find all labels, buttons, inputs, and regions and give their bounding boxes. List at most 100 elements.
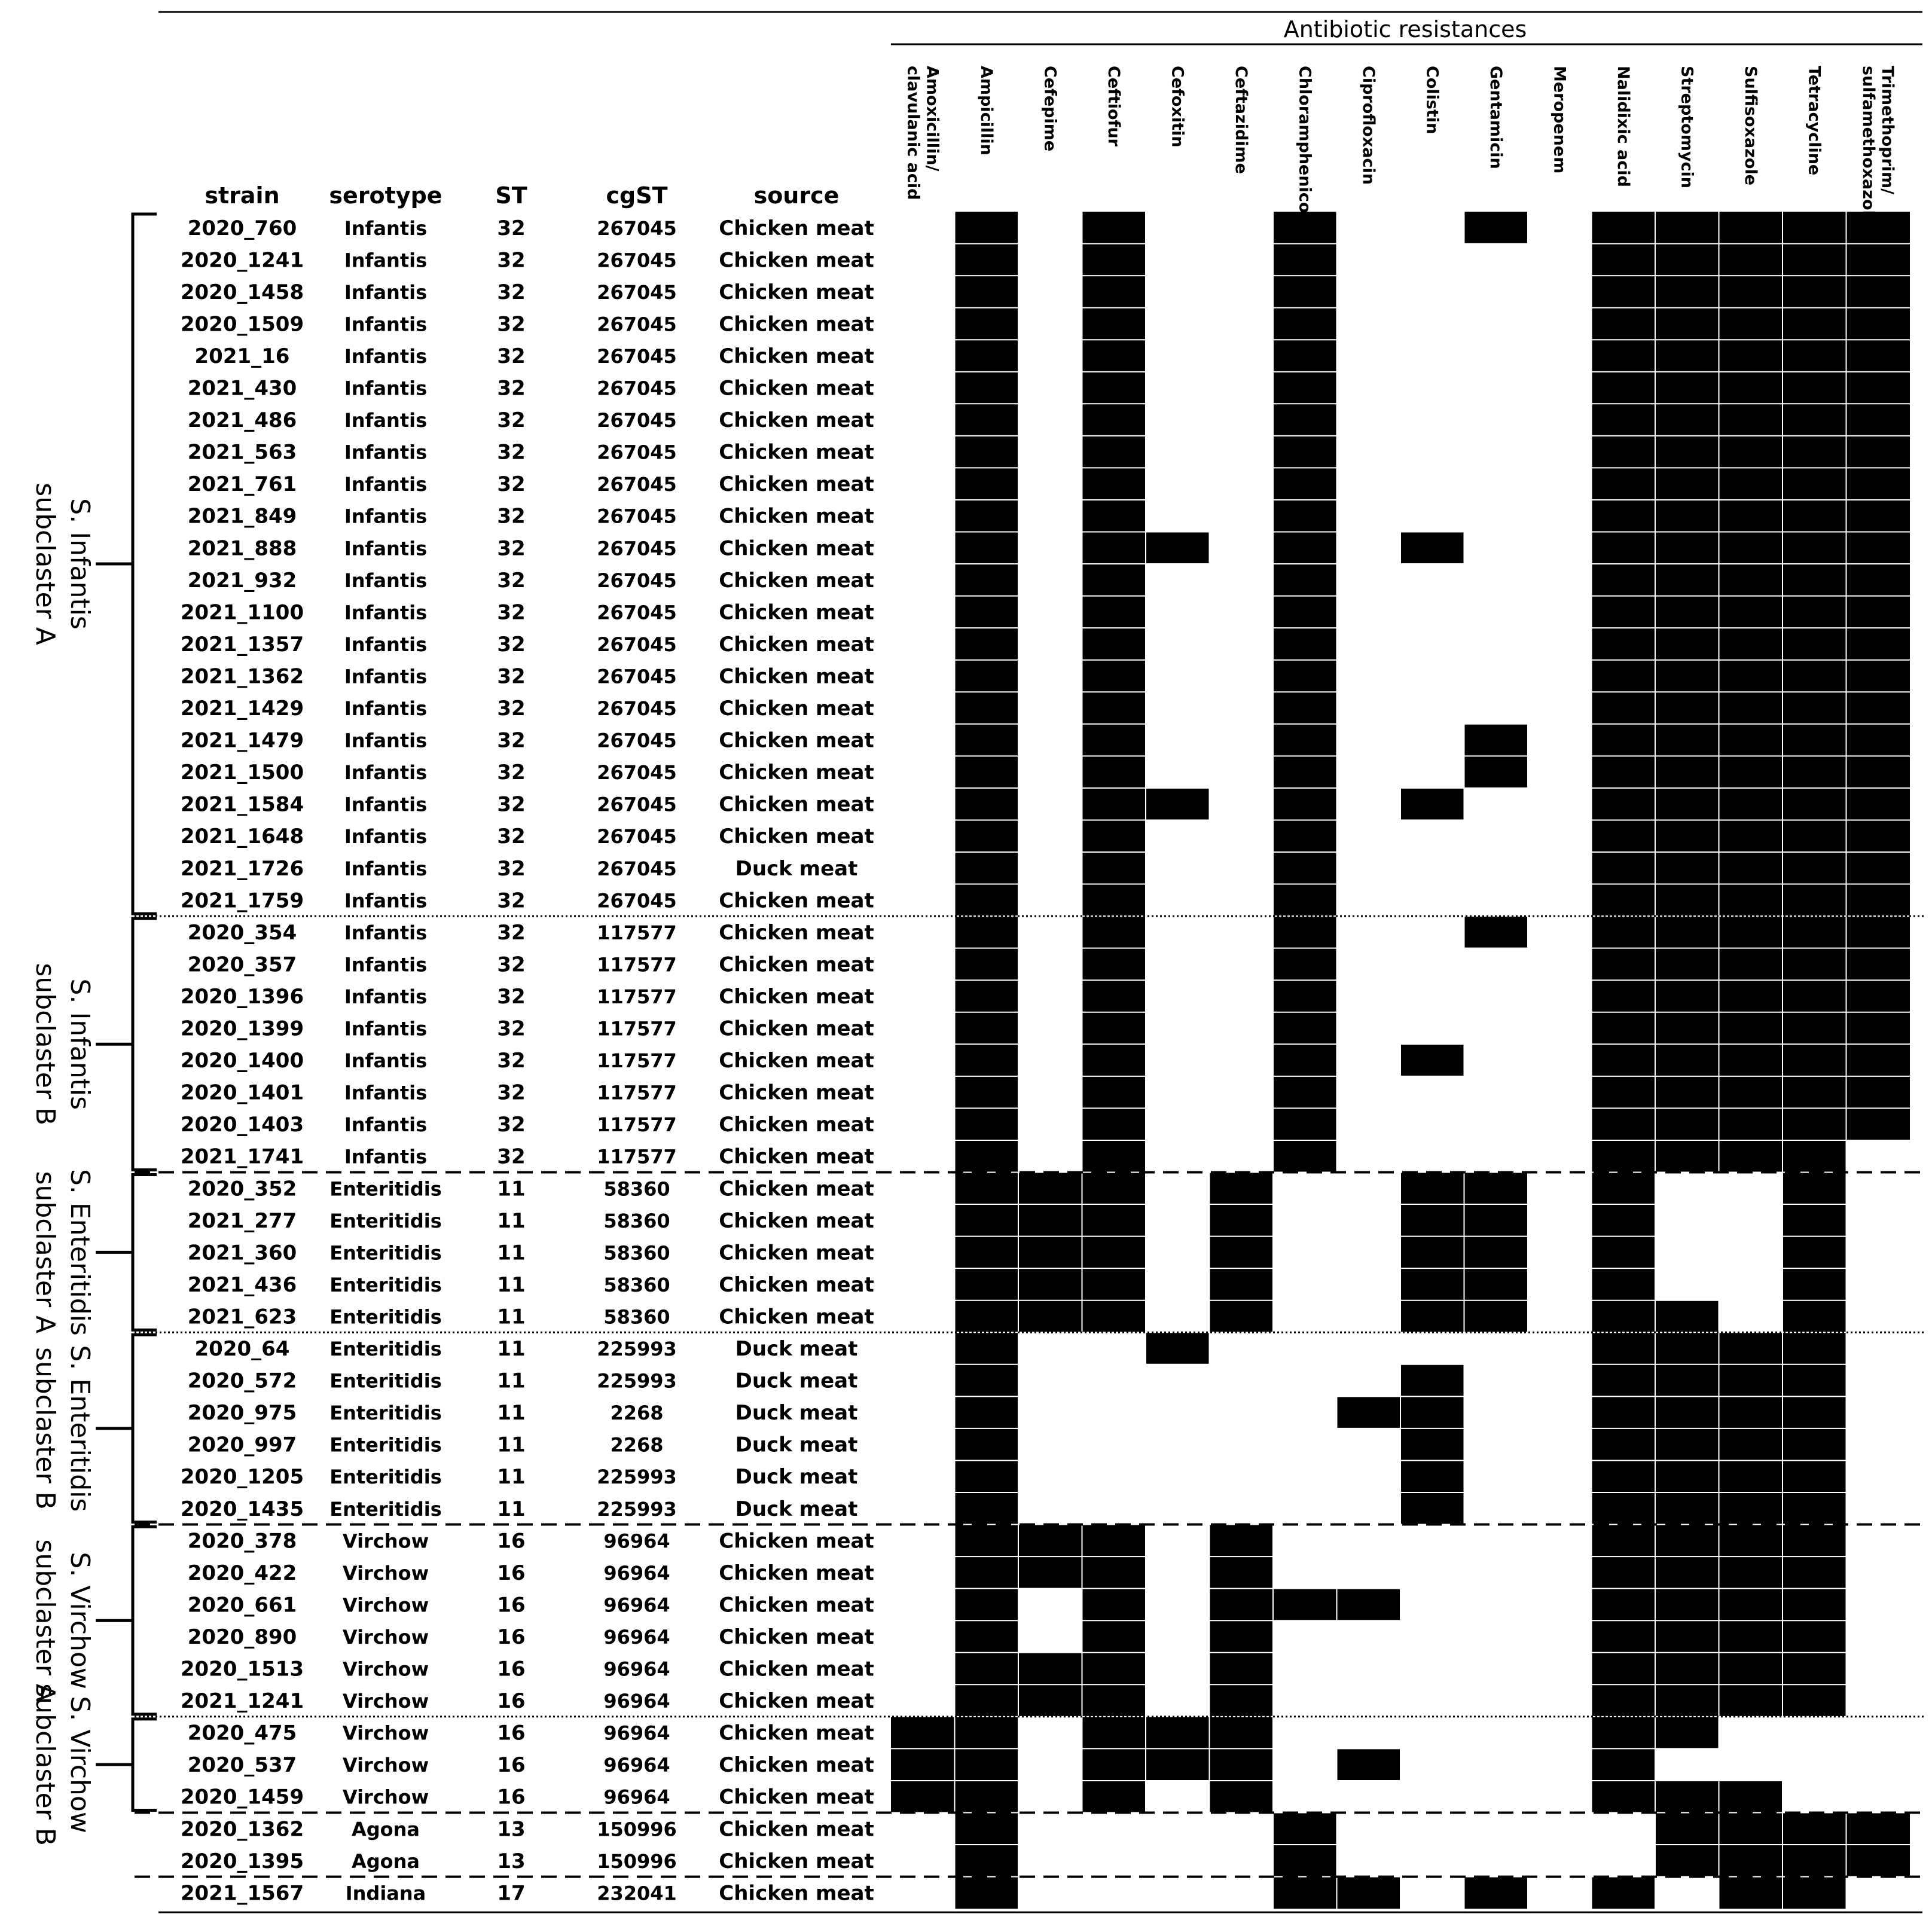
resistance-cell (1846, 1012, 1910, 1045)
resistance-cell (1273, 948, 1337, 981)
resistance-cell (1591, 980, 1655, 1012)
resistance-cell (1655, 660, 1719, 692)
resistance-cell (1273, 243, 1337, 276)
resistance-cell (1591, 820, 1655, 852)
resistance-cell (1783, 660, 1846, 692)
resistance-cell (1273, 596, 1337, 628)
resistance-cell (1082, 1716, 1146, 1749)
resistance-cell (1591, 1172, 1655, 1205)
resistance-cell (1591, 660, 1655, 692)
resistance-cell (954, 1812, 1018, 1845)
resistance-cell (954, 1076, 1018, 1109)
resistance-cell (1846, 724, 1910, 756)
antibiotic-header-line: Gentamicin (1487, 66, 1505, 169)
resistance-cell (954, 404, 1018, 436)
antibiotic-header: Ceftiofur (1104, 66, 1123, 147)
serotype-cell: Virchow (343, 1722, 429, 1745)
resistance-cell (1719, 884, 1783, 917)
strain-cell: 2020_1509 (181, 312, 304, 336)
resistance-cell (1209, 1684, 1273, 1717)
st-cell: 11 (497, 1305, 525, 1329)
resistance-cell (1783, 1556, 1846, 1589)
cgst-cell: 2268 (610, 1402, 663, 1424)
cgst-cell: 117577 (597, 1146, 677, 1168)
serotype-cell: Infantis (344, 1082, 427, 1104)
resistance-cell (1018, 1172, 1082, 1205)
source-cell: Chicken meat (719, 1241, 874, 1265)
st-cell: 16 (497, 1785, 525, 1809)
resistance-cell (1719, 1396, 1783, 1428)
cgst-cell: 267045 (597, 761, 677, 784)
resistance-cell (1273, 980, 1337, 1012)
resistance-cell (1082, 276, 1146, 308)
cgst-cell: 2268 (610, 1434, 663, 1457)
resistance-cell (1400, 1204, 1464, 1237)
st-cell: 32 (497, 441, 525, 465)
resistance-cell (1783, 1620, 1846, 1653)
resistance-cell (1273, 1140, 1337, 1173)
cgst-cell: 267045 (597, 889, 677, 912)
st-cell: 32 (497, 505, 525, 529)
resistance-cell (1082, 404, 1146, 436)
resistance-cell (954, 692, 1018, 724)
resistance-cell (1846, 243, 1910, 276)
resistance-cell (1719, 307, 1783, 340)
serotype-cell: Enteritidis (329, 1466, 442, 1488)
serotype-cell: Infantis (344, 697, 427, 720)
st-cell: 16 (497, 1721, 525, 1745)
antibiotic-header: Cefepime (1040, 66, 1059, 151)
serotype-cell: Infantis (344, 953, 427, 976)
resistance-cell (1719, 1332, 1783, 1365)
cgst-header: cgST (606, 182, 667, 209)
resistance-cell (1082, 1172, 1146, 1205)
resistance-cell (1719, 1524, 1783, 1557)
serotype-cell: Infantis (344, 441, 427, 464)
resistance-cell (1209, 1780, 1273, 1813)
resistance-cell (1783, 1812, 1846, 1845)
strain-cell: 2021_16 (195, 344, 290, 368)
resistance-cell (954, 980, 1018, 1012)
resistance-cell (1464, 1236, 1528, 1269)
serotype-cell: Infantis (344, 857, 427, 880)
resistance-cell (1082, 660, 1146, 692)
cgst-cell: 96964 (603, 1754, 670, 1776)
resistance-cell (1082, 724, 1146, 756)
resistance-cell (1846, 212, 1910, 244)
cgst-cell: 267045 (597, 633, 677, 656)
resistance-cell (1655, 916, 1719, 948)
resistance-cell (954, 243, 1018, 276)
resistance-cell (954, 371, 1018, 404)
resistance-cell (1082, 1140, 1146, 1173)
resistance-cell (1655, 596, 1719, 628)
resistance-cell (1082, 980, 1146, 1012)
group-label-line: S. Infantis (65, 498, 95, 630)
resistance-cell (1591, 1364, 1655, 1397)
strain-cell: 2021_430 (188, 377, 297, 401)
resistance-cell (1591, 787, 1655, 820)
resistance-cell (1273, 468, 1337, 500)
resistance-cell (1273, 564, 1337, 596)
resistance-cell (1719, 1684, 1783, 1717)
resistance-cell (1273, 787, 1337, 820)
resistance-cell (954, 628, 1018, 660)
resistance-cell (1273, 532, 1337, 564)
antibiotic-header: Tetracycline (1805, 66, 1823, 175)
resistance-cell (1783, 1492, 1846, 1525)
source-cell: Chicken meat (719, 985, 874, 1009)
resistance-cell (1655, 1652, 1719, 1685)
strain-cell: 2021_1100 (181, 600, 304, 624)
resistance-cell (1400, 532, 1464, 564)
resistance-cell (1655, 692, 1719, 724)
resistance-cell (1464, 1268, 1528, 1301)
serotype-cell: Infantis (344, 537, 427, 560)
strain-cell: 2020_1400 (181, 1049, 304, 1073)
resistance-cell (1846, 1076, 1910, 1109)
resistance-cell (1783, 948, 1846, 981)
resistance-cell (1146, 1748, 1210, 1781)
cgst-cell: 58360 (603, 1274, 670, 1296)
resistance-cell (1846, 1812, 1910, 1845)
resistance-cell (1591, 724, 1655, 756)
resistance-cell (1655, 371, 1719, 404)
strain-cell: 2020_997 (188, 1433, 297, 1457)
resistance-cell (1655, 1460, 1719, 1492)
